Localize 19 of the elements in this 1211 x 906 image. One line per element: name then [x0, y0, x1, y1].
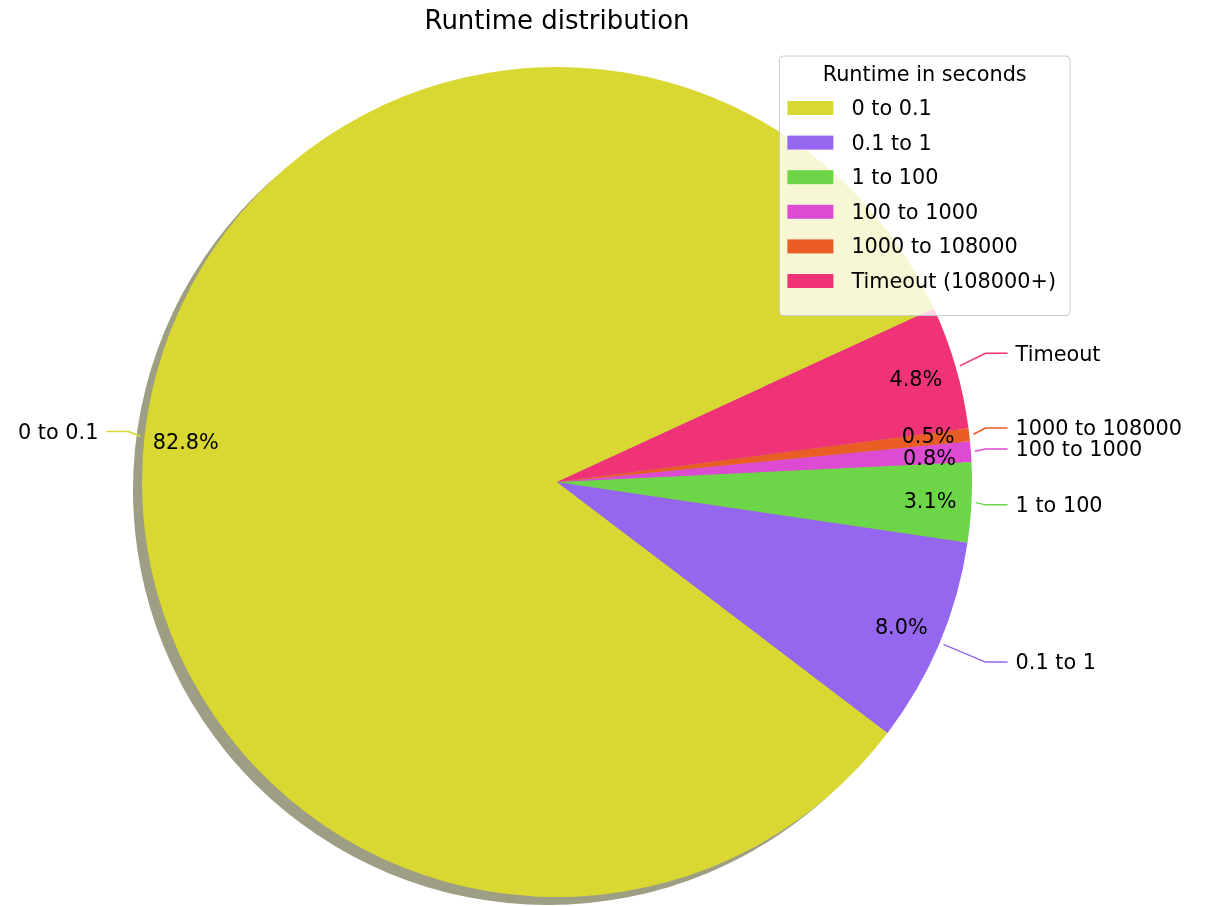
text: 0.1 to 1	[1015, 650, 1096, 675]
legend-label: 100 to 1000	[851, 199, 979, 224]
chart-title: Runtime distribution	[424, 5, 690, 35]
data-label: 4.8%	[889, 366, 943, 391]
legend-label: Timeout (108000+)	[850, 269, 1056, 293]
data-label: 8.0%	[874, 615, 928, 640]
data-label: 0.5%	[901, 424, 955, 449]
legend-label: 0 to 0.1	[851, 96, 932, 120]
legend-label: 0.1 to 1	[851, 130, 932, 155]
legend-label: 1 to 100	[851, 165, 939, 190]
text: 1 to 100	[1015, 493, 1103, 518]
text: Timeout	[1014, 341, 1101, 366]
legend-label: 1000 to 108000	[851, 234, 1018, 259]
pie-slice	[557, 482, 968, 733]
data-label: 0.8%	[903, 446, 956, 471]
data-label: 3.1%	[903, 488, 957, 513]
text: 0 to 0.1	[18, 419, 99, 444]
legend-title: Runtime in seconds	[822, 62, 1027, 86]
data-label: 82.8%	[152, 429, 219, 454]
